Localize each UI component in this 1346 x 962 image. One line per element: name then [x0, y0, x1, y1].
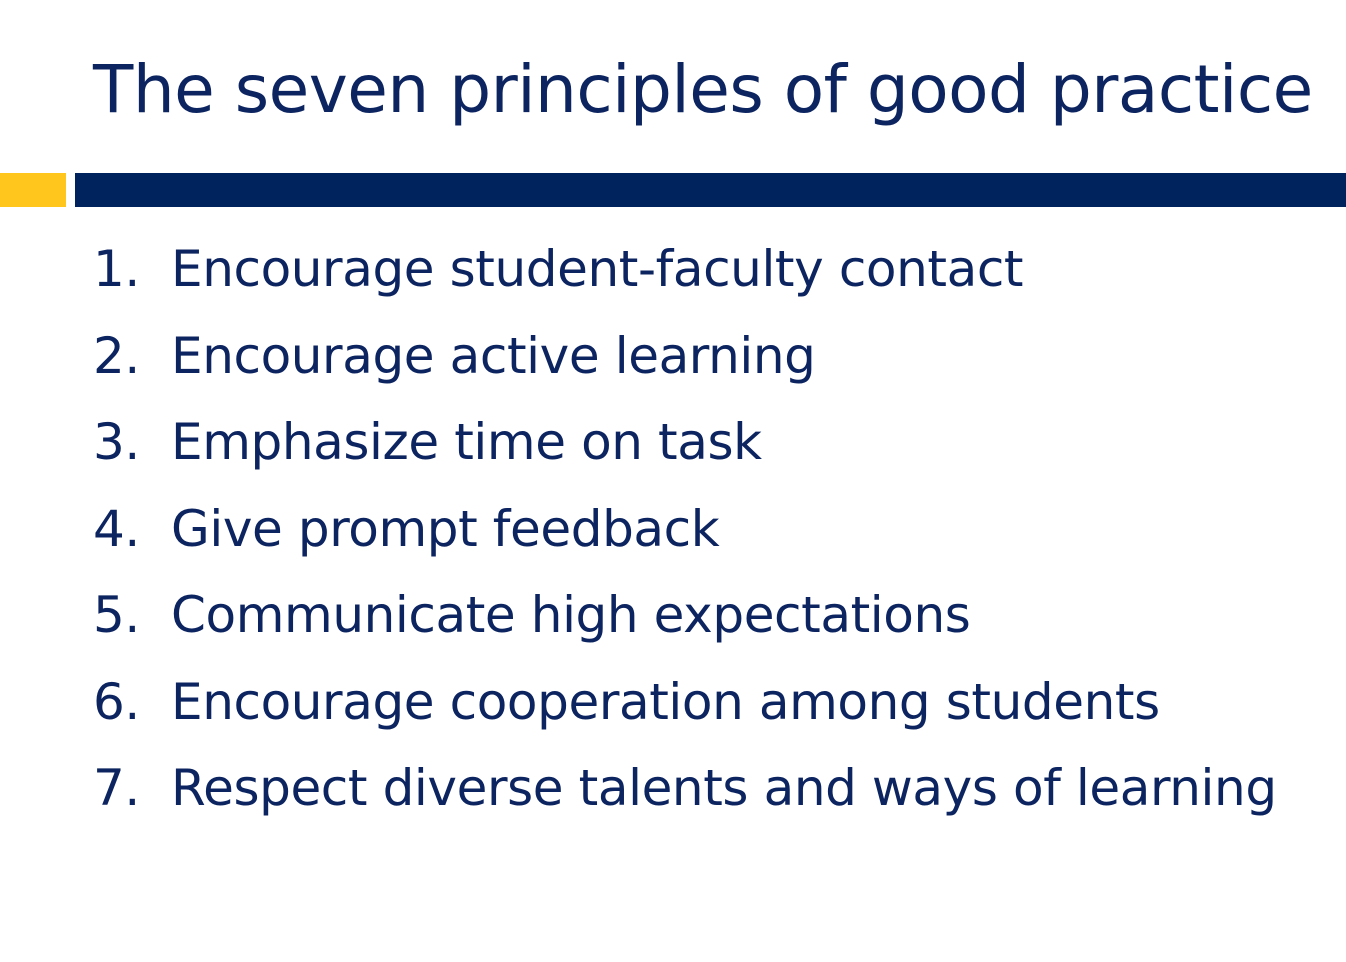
slide-title: The seven principles of good practice	[93, 51, 1313, 128]
principle-item-6: 6. Encourage cooperation among students	[93, 659, 1277, 746]
principle-text: Emphasize time on task	[171, 413, 762, 471]
principle-number: 1.	[93, 240, 140, 298]
principle-number: 4.	[93, 499, 140, 558]
principle-number: 6.	[93, 672, 140, 731]
principle-number: 5.	[93, 586, 140, 644]
principle-text: Give prompt feedback	[171, 499, 720, 558]
principle-item-3: 3. Emphasize time on task	[93, 399, 1277, 486]
principle-text: Communicate high expectations	[171, 586, 971, 644]
principle-item-5: 5. Communicate high expectations	[93, 572, 1277, 659]
principle-text: Encourage cooperation among students	[171, 672, 1160, 731]
principle-item-4: 4. Give prompt feedback	[93, 486, 1277, 573]
principle-item-1: 1. Encourage student-faculty contact	[93, 226, 1277, 313]
principle-number: 7.	[93, 759, 140, 817]
navy-divider-bar	[75, 173, 1346, 207]
yellow-accent-bar	[0, 173, 66, 207]
principle-text: Encourage student-faculty contact	[171, 240, 1024, 298]
principle-item-2: 2. Encourage active learning	[93, 313, 1277, 400]
principle-number: 2.	[93, 326, 140, 385]
principle-item-7: 7. Respect diverse talents and ways of l…	[93, 745, 1277, 832]
principle-number: 3.	[93, 413, 140, 471]
principle-text: Encourage active learning	[171, 326, 816, 385]
principles-list: 1. Encourage student-faculty contact 2. …	[93, 226, 1277, 832]
principle-text: Respect diverse talents and ways of lear…	[171, 759, 1277, 817]
